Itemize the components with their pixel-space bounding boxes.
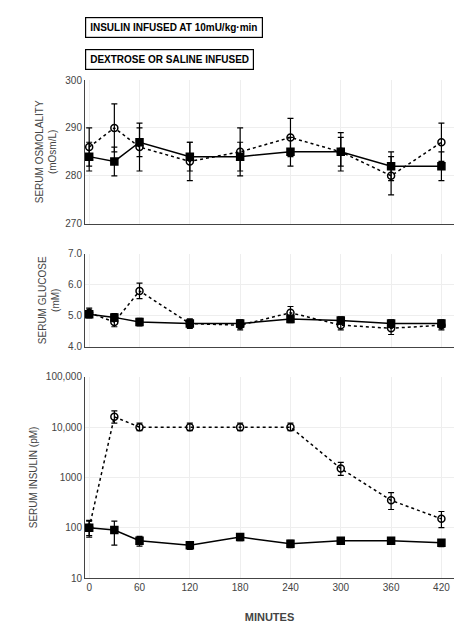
svg-text:4.0: 4.0 (68, 341, 82, 352)
svg-text:10: 10 (71, 573, 83, 584)
svg-text:360: 360 (383, 582, 400, 593)
svg-text:7.0: 7.0 (68, 248, 82, 259)
svg-text:5.0: 5.0 (68, 310, 82, 321)
svg-text:290: 290 (65, 122, 82, 133)
svg-text:10,000: 10,000 (51, 422, 82, 433)
svg-text:SERUM INSULIN (pM): SERUM INSULIN (pM) (28, 427, 39, 529)
svg-text:MINUTES: MINUTES (245, 611, 295, 623)
svg-text:240: 240 (282, 582, 299, 593)
svg-text:300: 300 (65, 75, 82, 86)
svg-text:INSULIN INFUSED AT 10mU/kg·min: INSULIN INFUSED AT 10mU/kg·min (90, 22, 257, 33)
svg-text:420: 420 (433, 582, 450, 593)
svg-text:100,000: 100,000 (46, 371, 83, 382)
svg-text:300: 300 (332, 582, 349, 593)
svg-text:280: 280 (65, 170, 82, 181)
svg-text:0: 0 (86, 582, 92, 593)
svg-text:DEXTROSE OR SALINE INFUSED: DEXTROSE OR SALINE INFUSED (90, 54, 249, 65)
svg-text:100: 100 (65, 522, 82, 533)
svg-text:270: 270 (65, 218, 82, 229)
svg-text:1000: 1000 (60, 472, 83, 483)
svg-text:60: 60 (134, 582, 146, 593)
svg-text:120: 120 (181, 582, 198, 593)
svg-text:SERUM GLUCOSE(mM): SERUM GLUCOSE(mM) (37, 256, 61, 344)
svg-text:180: 180 (232, 582, 249, 593)
svg-text:SERUM OSMOLALITY(mOsm/L): SERUM OSMOLALITY(mOsm/L) (34, 100, 58, 203)
svg-text:6.0: 6.0 (68, 279, 82, 290)
